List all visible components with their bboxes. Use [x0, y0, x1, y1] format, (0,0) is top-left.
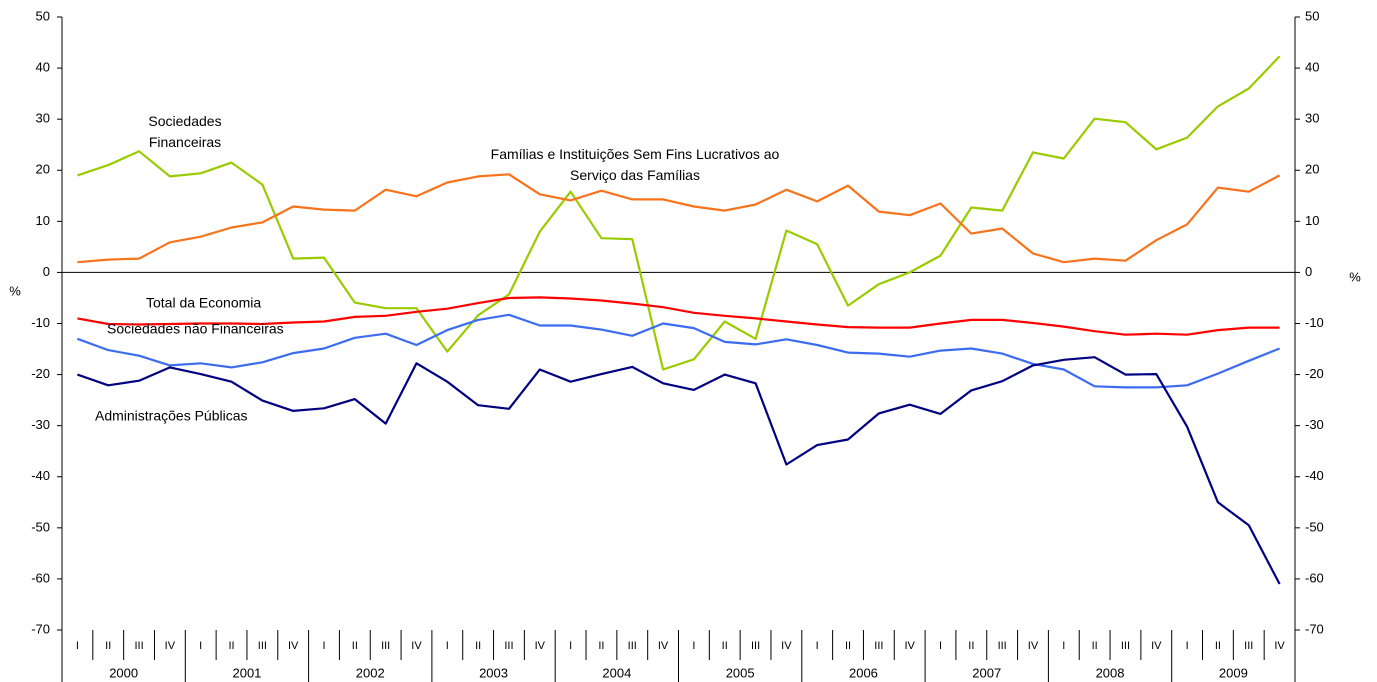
y-tick-label: -10 — [31, 315, 50, 330]
y-tick-label: 50 — [36, 8, 50, 23]
y2-tick-label: -50 — [1305, 519, 1324, 534]
series-label: Sociedades Financeiras — [148, 113, 221, 150]
x-tick-label: II — [845, 640, 851, 652]
x-tick-label: II — [105, 640, 111, 652]
x-tick-label: III — [134, 640, 143, 652]
y2-tick-label: 50 — [1305, 8, 1319, 23]
x-group-label: 2008 — [1096, 665, 1125, 680]
y-axis-label: % — [9, 283, 21, 298]
y2-tick-label: 0 — [1305, 264, 1312, 279]
x-tick-label: II — [968, 640, 974, 652]
series-line — [77, 173, 1281, 264]
x-tick-label: III — [751, 640, 760, 652]
x-tick-label: II — [475, 640, 481, 652]
series-label: Famílias e Instituições Sem Fins Lucrati… — [491, 146, 780, 183]
y-tick-label: 40 — [36, 60, 50, 75]
x-tick-label: I — [692, 640, 695, 652]
y-tick-label: 30 — [36, 111, 50, 126]
x-group-label: 2002 — [356, 665, 385, 680]
x-group-label: 2000 — [109, 665, 138, 680]
x-tick-label: IV — [1274, 640, 1285, 652]
x-tick-label: I — [569, 640, 572, 652]
x-tick-label: I — [322, 640, 325, 652]
x-tick-label: I — [1062, 640, 1065, 652]
x-tick-label: IV — [411, 640, 422, 652]
y2-tick-label: -60 — [1305, 570, 1324, 585]
x-tick-label: IV — [658, 640, 669, 652]
series-line — [77, 356, 1281, 585]
x-tick-label: IV — [165, 640, 176, 652]
x-group-label: 2003 — [479, 665, 508, 680]
x-tick-label: III — [874, 640, 883, 652]
x-tick-label: III — [381, 640, 390, 652]
x-tick-label: IV — [535, 640, 546, 652]
x-group-label: 2005 — [726, 665, 755, 680]
x-tick-label: II — [1215, 640, 1221, 652]
series-label: Administrações Públicas — [95, 408, 248, 424]
y2-tick-label: 10 — [1305, 213, 1319, 228]
series-label: Sociedades não Financeiras — [107, 321, 284, 337]
y2-tick-label: -70 — [1305, 621, 1324, 636]
x-tick-label: III — [628, 640, 637, 652]
series-line — [77, 296, 1280, 336]
x-tick-label: IV — [781, 640, 792, 652]
x-tick-label: IV — [1028, 640, 1039, 652]
series-line — [77, 313, 1281, 389]
x-tick-label: I — [76, 640, 79, 652]
x-tick-label: III — [1121, 640, 1130, 652]
y-tick-label: -20 — [31, 366, 50, 381]
x-group-label: 2001 — [232, 665, 261, 680]
series-label: Total da Economia — [146, 295, 261, 311]
y2-tick-label: -30 — [1305, 417, 1324, 432]
y-tick-label: -30 — [31, 417, 50, 432]
x-tick-label: I — [1186, 640, 1189, 652]
series-label-line: Famílias e Instituições Sem Fins Lucrati… — [491, 146, 780, 162]
x-tick-label: I — [199, 640, 202, 652]
series-label-line: Financeiras — [149, 134, 221, 150]
x-tick-label: II — [598, 640, 604, 652]
x-group-label: 2009 — [1219, 665, 1248, 680]
x-tick-label: III — [998, 640, 1007, 652]
x-tick-label: IV — [904, 640, 915, 652]
x-group-label: 2004 — [602, 665, 631, 680]
x-tick-label: II — [1092, 640, 1098, 652]
y2-tick-label: 40 — [1305, 60, 1319, 75]
y-tick-label: 20 — [36, 162, 50, 177]
y2-axis-label: % — [1349, 269, 1361, 284]
x-tick-label: I — [446, 640, 449, 652]
y2-tick-label: 20 — [1305, 162, 1319, 177]
x-group-label: 2007 — [972, 665, 1001, 680]
x-tick-label: IV — [288, 640, 299, 652]
x-tick-label: III — [258, 640, 267, 652]
series-line — [77, 55, 1281, 371]
x-tick-label: I — [939, 640, 942, 652]
x-tick-label: I — [816, 640, 819, 652]
y2-tick-label: -20 — [1305, 366, 1324, 381]
y-tick-label: -50 — [31, 519, 50, 534]
x-tick-label: III — [1244, 640, 1253, 652]
x-tick-label: II — [722, 640, 728, 652]
y-tick-label: -60 — [31, 570, 50, 585]
y2-tick-label: 30 — [1305, 111, 1319, 126]
x-tick-label: II — [228, 640, 234, 652]
y2-tick-label: -10 — [1305, 315, 1324, 330]
x-tick-label: II — [352, 640, 358, 652]
y-tick-label: -40 — [31, 468, 50, 483]
y-tick-label: -70 — [31, 621, 50, 636]
series-label-line: Serviço das Famílias — [570, 167, 700, 183]
y2-tick-label: -40 — [1305, 468, 1324, 483]
x-tick-label: III — [504, 640, 513, 652]
y-tick-label: 0 — [43, 264, 50, 279]
y-tick-label: 10 — [36, 213, 50, 228]
series-label-line: Sociedades — [148, 113, 221, 129]
x-tick-label: IV — [1151, 640, 1162, 652]
x-group-label: 2006 — [849, 665, 878, 680]
